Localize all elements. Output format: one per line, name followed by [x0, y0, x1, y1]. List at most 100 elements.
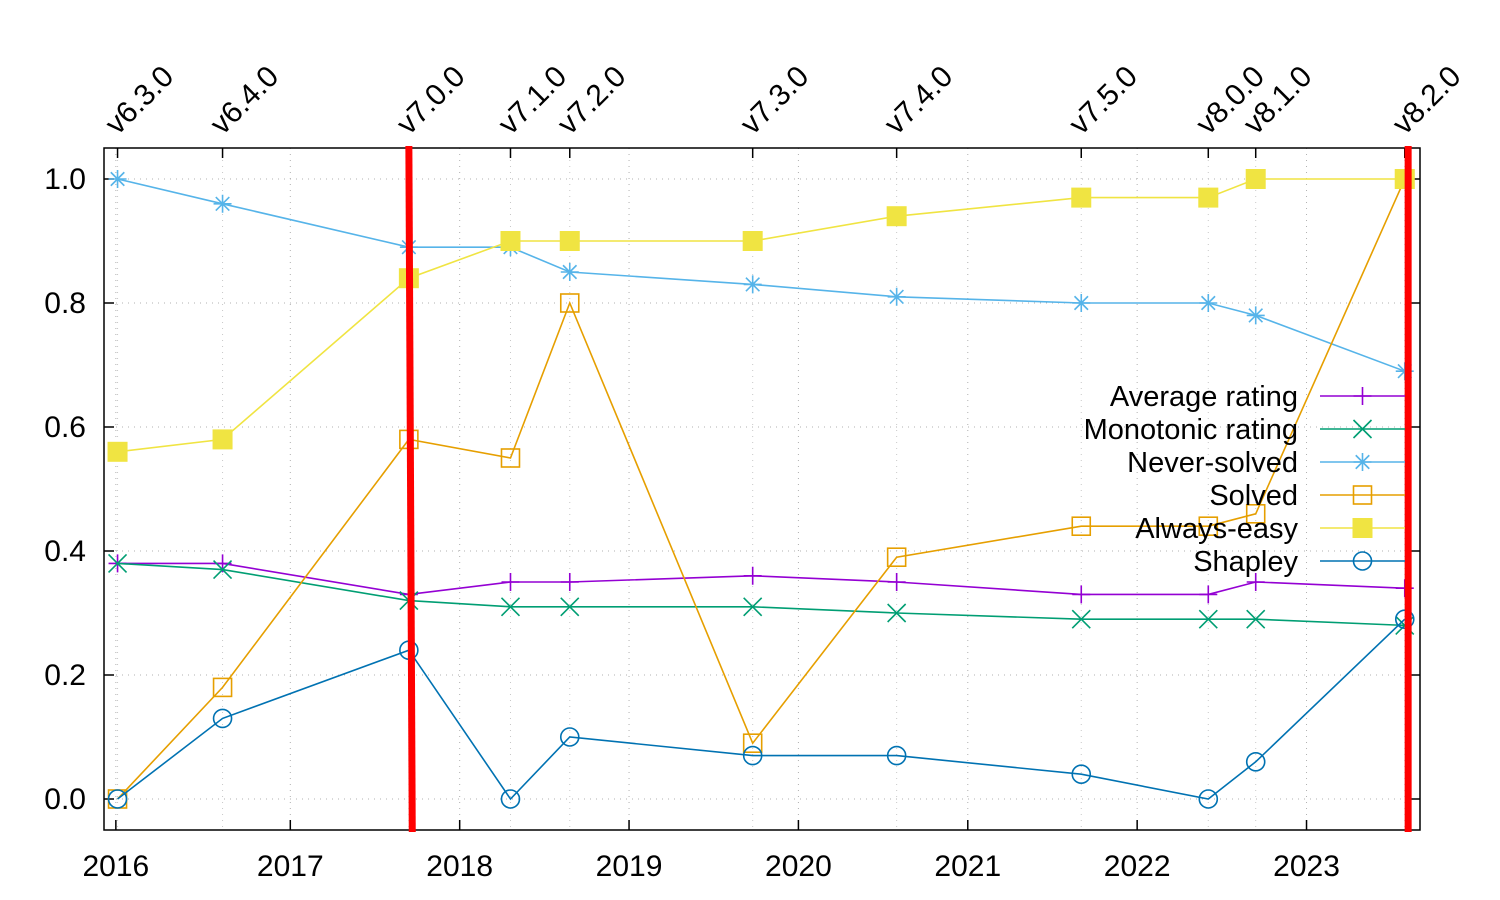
version-label: v8.2.0	[1386, 60, 1467, 141]
data-point	[1072, 585, 1091, 604]
data-point	[560, 573, 579, 591]
data-point	[1198, 516, 1219, 537]
series-5	[107, 609, 1415, 809]
data-point	[1071, 516, 1092, 537]
version-label: v7.5.0	[1063, 60, 1144, 141]
x-tick-label: 2020	[765, 850, 832, 883]
data-point	[212, 429, 233, 450]
data-point	[559, 293, 580, 313]
data-point	[501, 573, 520, 591]
version-label: v7.4.0	[878, 60, 959, 141]
version-label: v7.3.0	[734, 60, 815, 141]
data-point	[500, 789, 521, 809]
legend-item: Never-solved	[1127, 447, 1405, 479]
legend-marker	[1352, 419, 1373, 439]
legend-marker	[1352, 485, 1373, 505]
data-point	[212, 708, 233, 729]
legend-label: Never-solved	[1127, 447, 1298, 479]
data-point	[107, 553, 128, 573]
data-point	[560, 597, 580, 617]
data-point	[1198, 187, 1219, 208]
version-label: v6.4.0	[204, 60, 285, 141]
data-point	[1198, 609, 1218, 629]
series-4	[107, 169, 1415, 462]
data-point	[887, 603, 907, 623]
data-point	[1245, 751, 1266, 772]
legend-marker	[1352, 551, 1373, 571]
legend-label: Monotonic rating	[1084, 414, 1298, 446]
x-tick-label: 2017	[257, 850, 324, 883]
data-point	[560, 263, 579, 281]
data-point	[1071, 764, 1092, 785]
reference-lines	[405, 145, 1412, 833]
x-tick-label: 2022	[1104, 850, 1171, 883]
data-point	[212, 560, 233, 580]
data-point	[1071, 609, 1091, 629]
legend-label: Shapley	[1193, 546, 1298, 578]
data-point	[1246, 306, 1265, 325]
x-tick-label: 2016	[82, 850, 149, 883]
data-point	[742, 745, 763, 766]
data-point	[743, 275, 762, 294]
version-label: v7.2.0	[551, 60, 632, 141]
x-tick-label: 2018	[426, 850, 493, 883]
legend-item: Monotonic rating	[1084, 414, 1405, 446]
data-point	[212, 677, 233, 698]
data-point	[886, 745, 907, 766]
data-point	[500, 231, 521, 251]
data-point	[500, 597, 521, 617]
x-tick-label: 2023	[1273, 850, 1340, 883]
data-point	[1245, 503, 1266, 524]
data-point	[559, 231, 580, 251]
data-point	[1245, 169, 1266, 189]
legend-item: Solved	[1209, 480, 1405, 512]
data-point	[743, 566, 762, 585]
y-tick-label: 0.4	[44, 535, 86, 568]
data-point	[1072, 294, 1091, 312]
data-point	[1199, 585, 1218, 604]
legend-label: Average rating	[1110, 381, 1298, 413]
y-tick-label: 0.2	[44, 659, 86, 692]
data-point	[886, 206, 907, 227]
x-tick-label: 2019	[596, 850, 663, 883]
series-line	[116, 178, 1406, 800]
legend-item: Average rating	[1110, 381, 1405, 413]
y-tick-label: 0.6	[44, 411, 86, 444]
version-label: v7.0.0	[390, 60, 471, 141]
series-line	[117, 618, 1406, 801]
data-point	[887, 573, 906, 591]
data-point	[108, 170, 127, 188]
series-layer	[107, 169, 1415, 809]
legend-item: Shapley	[1193, 546, 1405, 578]
y-tick-label: 0.8	[44, 287, 86, 320]
data-point	[887, 287, 906, 306]
data-point	[743, 597, 763, 617]
data-point	[107, 441, 128, 462]
data-point	[1071, 187, 1092, 208]
plot-frame	[103, 147, 1421, 831]
series-line	[117, 178, 1406, 372]
y-tick-label: 1.0	[44, 163, 86, 196]
legend-label: Always-easy	[1135, 513, 1298, 545]
legend-marker	[1353, 453, 1372, 471]
data-point	[107, 789, 128, 809]
data-point	[1198, 789, 1219, 809]
legend-item: Always-easy	[1135, 513, 1405, 545]
version-label: v7.1.0	[492, 60, 573, 141]
data-point	[886, 547, 907, 568]
data-point	[742, 231, 763, 251]
data-point	[500, 448, 521, 468]
data-point	[1246, 609, 1266, 629]
data-point	[559, 727, 580, 747]
data-point	[213, 194, 232, 213]
legend-marker	[1353, 387, 1372, 405]
data-point	[1246, 573, 1265, 591]
series-1	[107, 553, 1415, 635]
legend-marker	[1352, 518, 1373, 538]
data-point	[1199, 294, 1218, 312]
reference-line	[405, 145, 416, 833]
version-label: v6.3.0	[99, 60, 180, 141]
